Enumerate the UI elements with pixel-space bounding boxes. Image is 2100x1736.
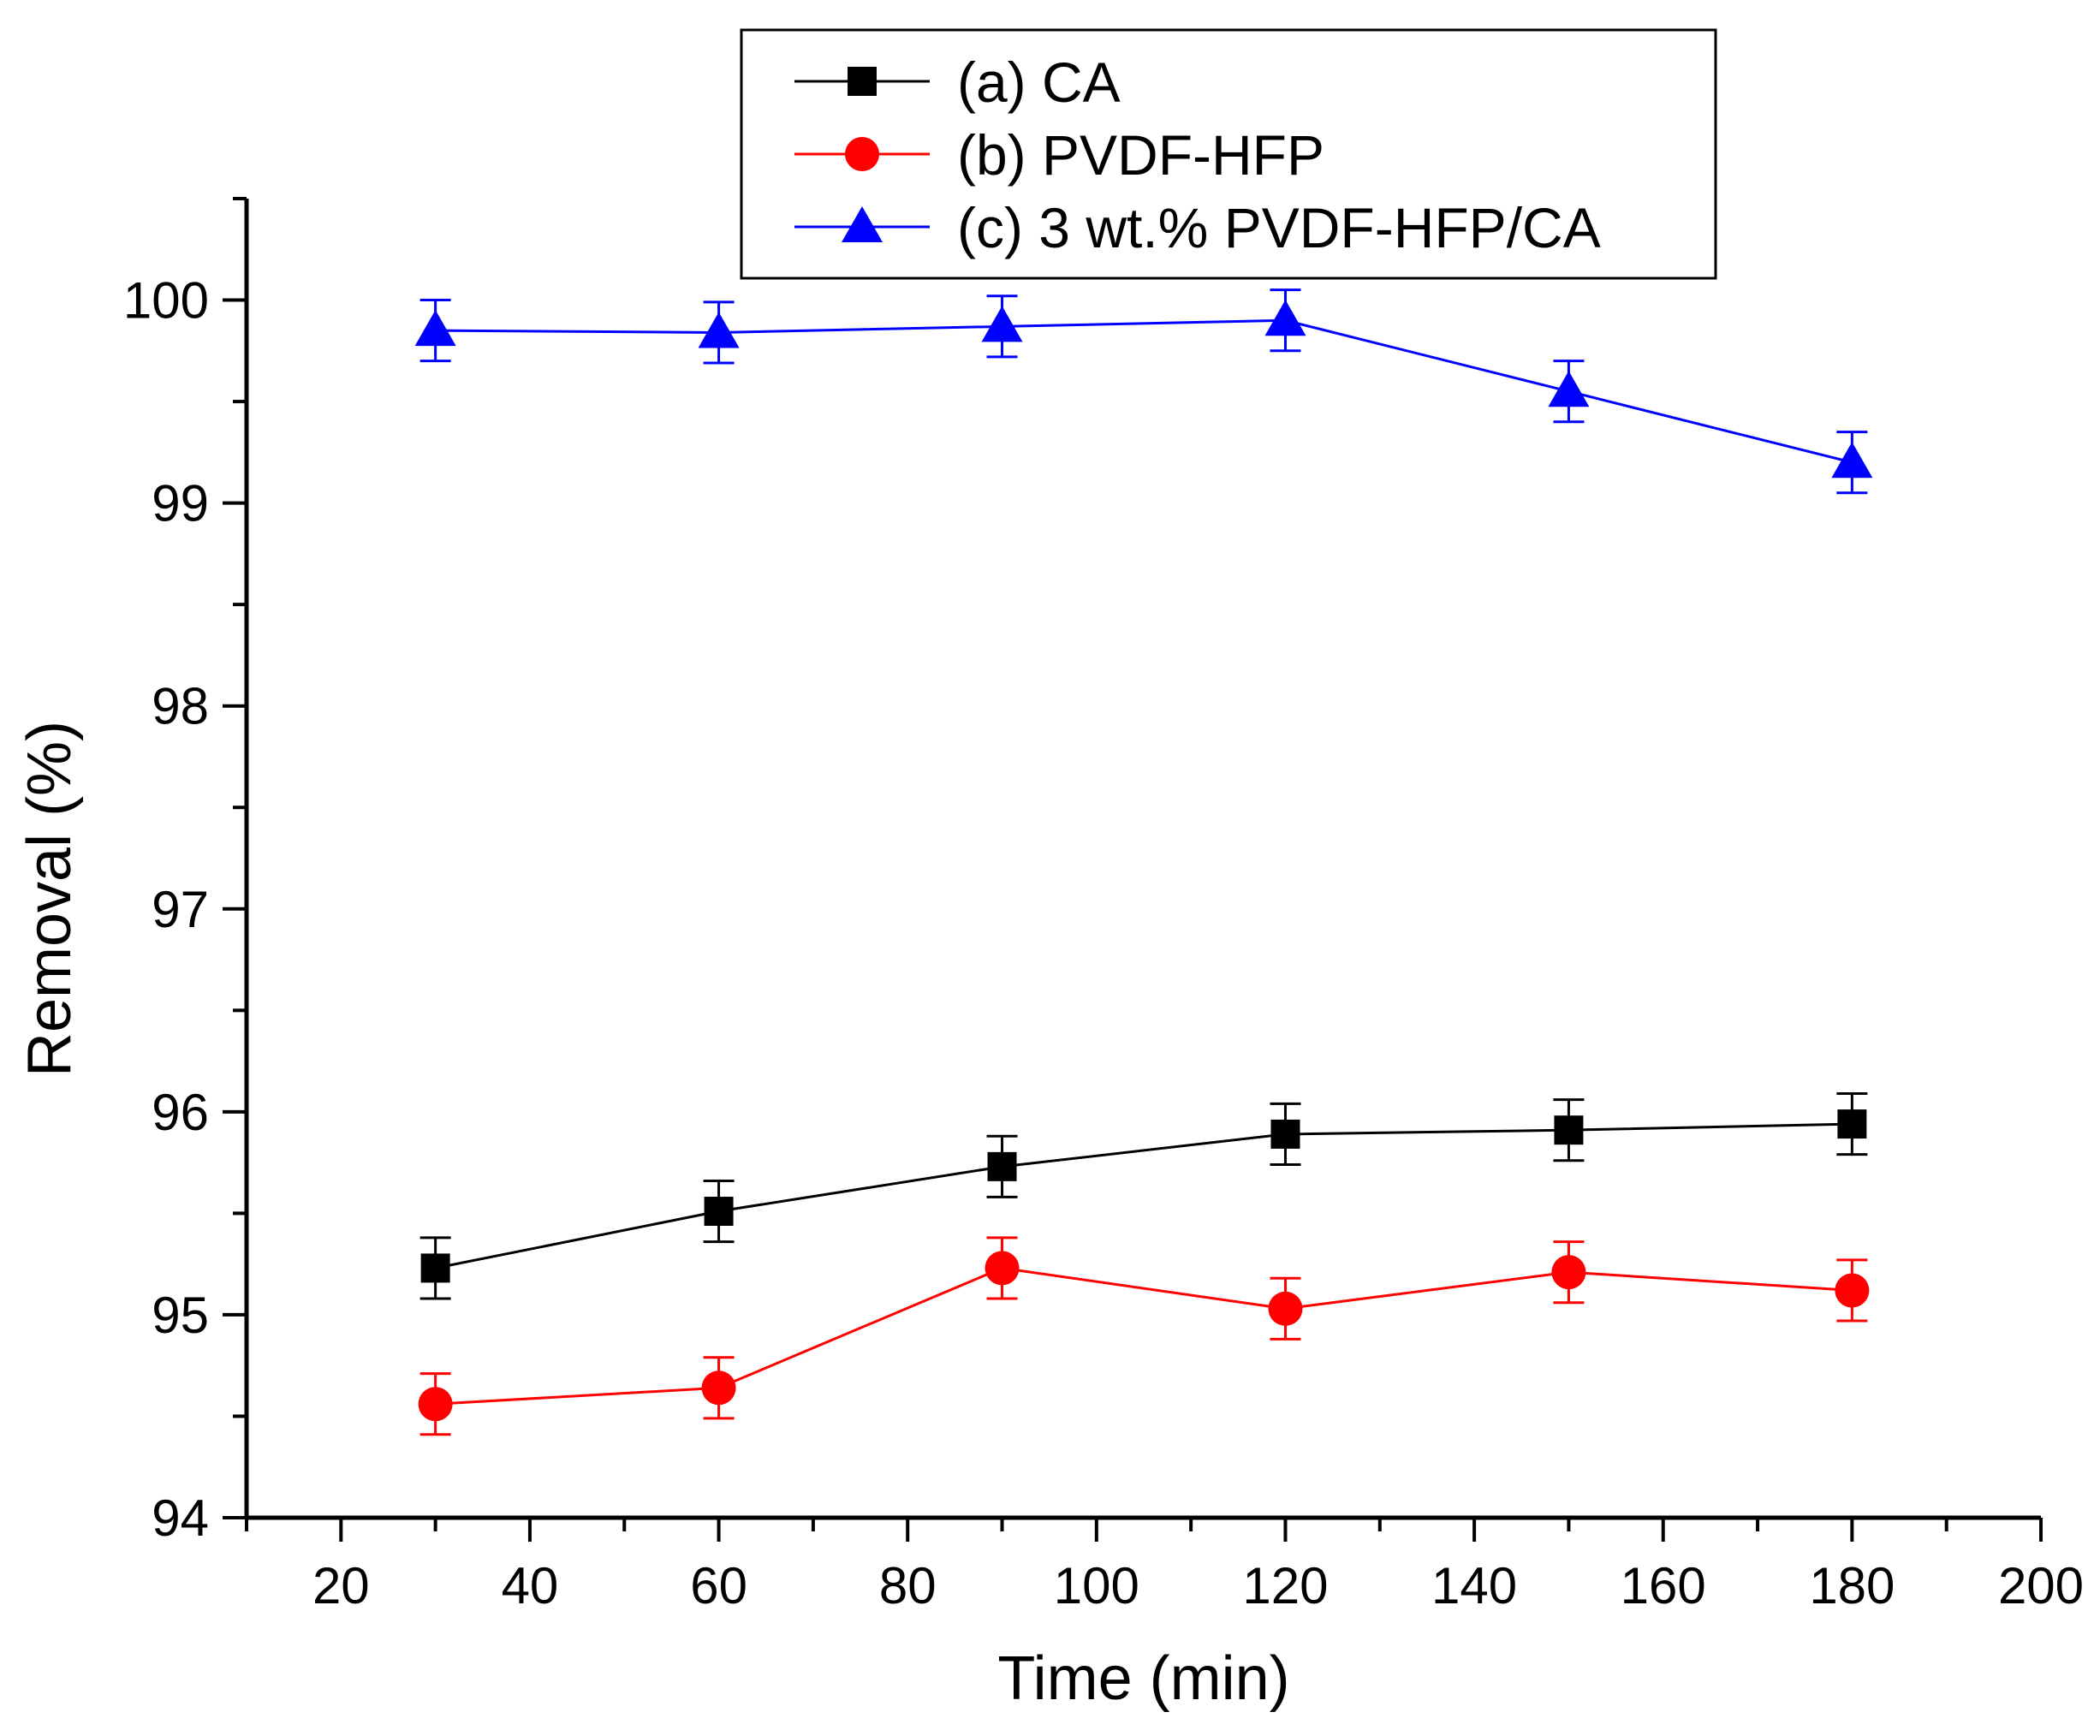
x-tick-label: 120 [1242, 1557, 1328, 1614]
legend-marker [845, 137, 879, 171]
data-point-square [1270, 1119, 1300, 1149]
data-point-square [704, 1197, 734, 1227]
y-tick-label: 97 [152, 881, 209, 938]
y-axis-title: Removal (%) [15, 721, 84, 1077]
data-point-triangle [698, 312, 740, 348]
y-tick-label: 98 [152, 678, 209, 735]
data-point-triangle [1264, 300, 1306, 336]
series-line-square [435, 1122, 1853, 1269]
data-point-square [1554, 1115, 1584, 1145]
legend-marker [842, 206, 883, 242]
y-tick-label: 95 [152, 1287, 209, 1344]
data-point-circle [985, 1251, 1020, 1286]
y-tick-label: 100 [123, 272, 209, 330]
legend: (a) CA (b) PVDF-HFP (c) 3 wt.% PVDF-HFP/CA [740, 28, 1717, 280]
data-point-circle [1835, 1273, 1870, 1308]
data-point-circle [701, 1370, 736, 1406]
data-point-triangle [1548, 371, 1590, 407]
x-tick-label: 160 [1621, 1557, 1706, 1614]
legend-item-circle: (b) PVDF-HFP [794, 123, 1324, 187]
x-tick-label: 20 [312, 1557, 370, 1614]
data-point-triangle [414, 310, 456, 347]
y-tick-label: 94 [152, 1489, 209, 1547]
data-point-circle [1551, 1255, 1586, 1290]
legend-item-square: (a) CA [794, 51, 1121, 114]
data-point-square [987, 1151, 1017, 1181]
series-line-circle [435, 1266, 1853, 1406]
legend-label: (c) 3 wt.% PVDF-HFP/CA [957, 196, 1601, 259]
axes [244, 199, 2041, 1520]
series-line-triangle [435, 318, 1853, 464]
x-tick-label: 80 [879, 1557, 937, 1614]
series-triangle [414, 288, 1873, 495]
legend-marker [848, 67, 877, 96]
x-tick-label: 100 [1054, 1557, 1139, 1614]
x-tick-label: 60 [690, 1557, 747, 1614]
data-point-square [1837, 1109, 1867, 1139]
legend-label: (a) CA [957, 51, 1121, 114]
x-axis-ticks: 20 40 60 80 100 120 140 160 180 200 [245, 1518, 2084, 1614]
data-point-square [420, 1253, 450, 1283]
series-circle [418, 1236, 1870, 1436]
x-tick-label: 180 [1809, 1557, 1895, 1614]
data-point-triangle [1831, 442, 1873, 479]
x-axis-title: Time (min) [997, 1644, 1289, 1713]
legend-item-triangle: (c) 3 wt.% PVDF-HFP/CA [794, 196, 1601, 259]
x-tick-label: 200 [1998, 1557, 2084, 1614]
x-tick-label: 40 [502, 1557, 559, 1614]
data-point-circle [1268, 1291, 1303, 1326]
series-square [419, 1092, 1868, 1300]
y-axis-ticks: 94 95 96 97 98 99 100 [123, 197, 247, 1547]
legend-label: (b) PVDF-HFP [957, 123, 1324, 187]
data-point-circle [418, 1387, 453, 1422]
data-point-triangle [981, 306, 1023, 342]
x-tick-label: 140 [1431, 1557, 1517, 1614]
series-layer [414, 288, 1873, 1436]
y-tick-label: 96 [152, 1084, 209, 1141]
y-tick-label: 99 [152, 475, 209, 532]
